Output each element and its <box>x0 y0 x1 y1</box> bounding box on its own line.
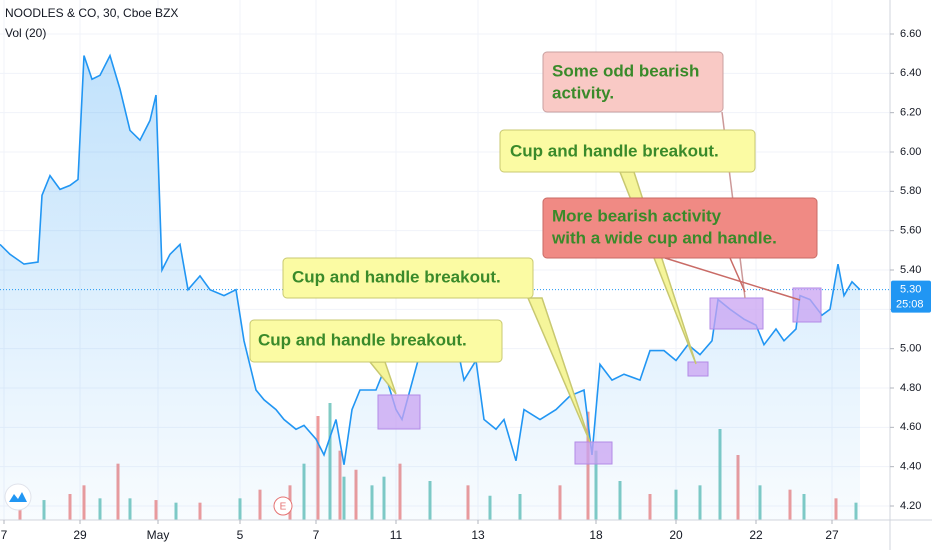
y-tick-label: 4.20 <box>900 500 921 512</box>
y-tick-label: 6.00 <box>900 146 921 158</box>
pointer <box>729 257 746 293</box>
y-tick-label: 5.00 <box>900 343 921 355</box>
x-tick-label: 20 <box>669 528 683 542</box>
callout-box <box>282 257 534 299</box>
callout-text: with a wide cup and handle. <box>551 228 777 247</box>
earnings-marker <box>273 496 293 516</box>
last-price-label: 5.30 <box>900 284 921 296</box>
logo-circle <box>4 483 32 511</box>
x-tick-label: 22 <box>749 528 763 542</box>
x-tick-label: 13 <box>471 528 485 542</box>
highlights <box>377 287 822 465</box>
highlight-box <box>792 287 822 323</box>
callout: More bearish activity with a wide cup an… <box>542 197 818 259</box>
callout-box <box>249 319 503 363</box>
callout-box <box>542 51 724 113</box>
earnings-label: E <box>280 502 287 513</box>
price-area <box>0 55 860 520</box>
logo <box>4 483 32 511</box>
axes: 4.204.404.604.805.005.205.405.605.806.00… <box>1 28 931 542</box>
last-price-box <box>891 280 931 313</box>
x-tick-label: 11 <box>390 528 403 542</box>
y-tick-label: 6.40 <box>900 67 921 79</box>
x-tick-label: 29 <box>73 528 87 542</box>
callout-box <box>542 197 818 259</box>
x-tick-label: May <box>147 528 170 542</box>
x-tick-label: 7 <box>1 528 8 542</box>
callout-text: Cup and handle breakout. <box>258 330 467 349</box>
y-tick-label: 6.20 <box>900 107 921 119</box>
y-tick-label: 4.40 <box>900 461 921 473</box>
callout-text: activity. <box>552 83 614 102</box>
x-tick-label: 5 <box>237 528 244 542</box>
callout: Some odd bearish activity. <box>542 51 724 113</box>
y-tick-label: 6.60 <box>900 28 921 40</box>
x-tick-label: 18 <box>589 528 603 542</box>
y-tick-label: 5.40 <box>900 264 921 276</box>
callout-text: Some odd bearish <box>552 61 699 80</box>
highlight-box <box>377 394 421 430</box>
y-tick-label: 5.60 <box>900 225 921 237</box>
y-tick-label: 5.80 <box>900 185 921 197</box>
highlight-box <box>709 297 764 330</box>
volume-label: Vol (20) <box>5 26 46 40</box>
highlight-box <box>574 441 613 465</box>
highlight-box <box>687 361 709 377</box>
callout-text: Cup and handle breakout. <box>292 267 501 286</box>
x-tick-label: 27 <box>825 528 839 542</box>
callout-text: More bearish activity <box>552 206 722 225</box>
x-tick-label: 7 <box>313 528 320 542</box>
logo-mark <box>9 492 27 502</box>
pointer <box>526 297 591 443</box>
callout: Cup and handle breakout. <box>499 129 756 173</box>
countdown: 25:08 <box>896 299 924 311</box>
callout: Cup and handle breakout. <box>282 257 534 299</box>
chart-title: NOODLES & CO, 30, Cboe BZX <box>5 6 178 20</box>
callout-box <box>499 129 756 173</box>
y-tick-label: 4.80 <box>900 382 921 394</box>
y-tick-label: 4.60 <box>900 421 921 433</box>
pointer <box>664 257 801 301</box>
callout-text: Cup and handle breakout. <box>510 141 719 160</box>
callout: Cup and handle breakout. <box>249 319 503 363</box>
